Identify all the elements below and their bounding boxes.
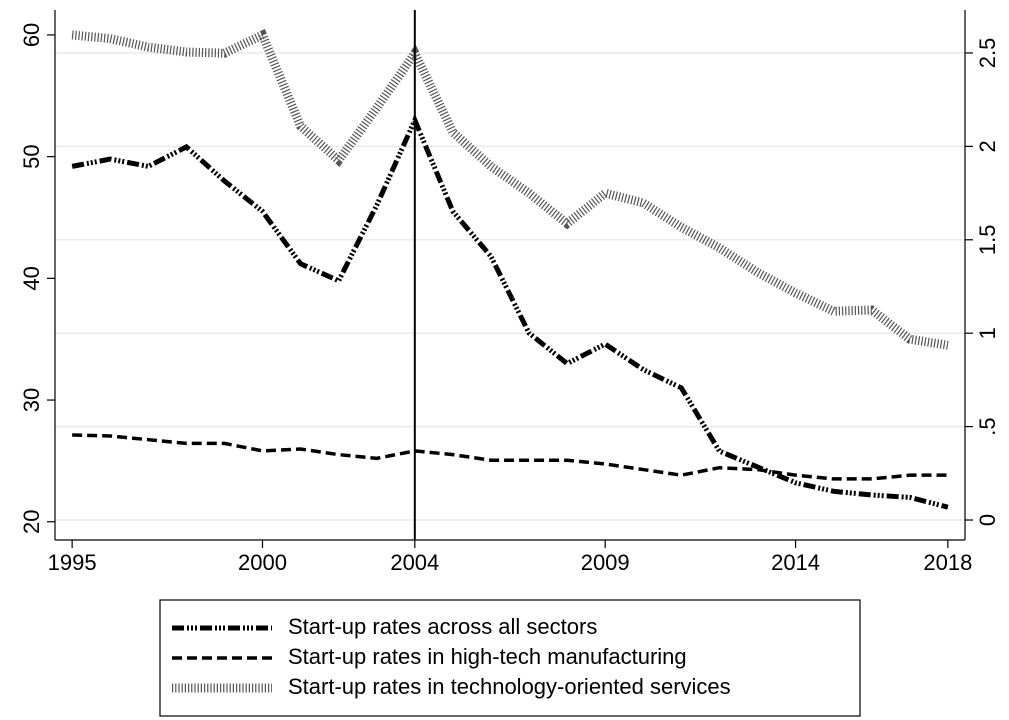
x-tick-label: 2018: [923, 550, 972, 575]
series-line: [72, 433, 948, 481]
legend-label: Start-up rates in high-tech manufacturin…: [288, 644, 687, 669]
legend-label: Start-up rates in technology-oriented se…: [288, 674, 731, 699]
y2-tick-label: 2: [975, 140, 1000, 152]
y-tick-label: 30: [19, 388, 44, 412]
series-line: [71, 28, 949, 350]
x-tick-label: 1995: [48, 550, 97, 575]
y2-tick-label: 0: [975, 514, 1000, 526]
x-tick-label: 2004: [390, 550, 439, 575]
y-tick-label: 60: [19, 23, 44, 47]
x-tick-label: 2009: [581, 550, 630, 575]
y2-tick-label: 2.5: [975, 38, 1000, 69]
legend-box: [159, 599, 861, 717]
y2-tick-label: 1.5: [975, 224, 1000, 255]
y2-tick-label: 1: [975, 327, 1000, 339]
y2-tick-label: .5: [975, 417, 1000, 435]
x-tick-label: 2000: [238, 550, 287, 575]
series-line: [71, 113, 949, 510]
y-tick-label: 50: [19, 144, 44, 168]
legend-label: Start-up rates across all sectors: [288, 614, 597, 639]
y-tick-label: 20: [19, 510, 44, 534]
x-tick-label: 2014: [771, 550, 820, 575]
y-tick-label: 40: [19, 266, 44, 290]
